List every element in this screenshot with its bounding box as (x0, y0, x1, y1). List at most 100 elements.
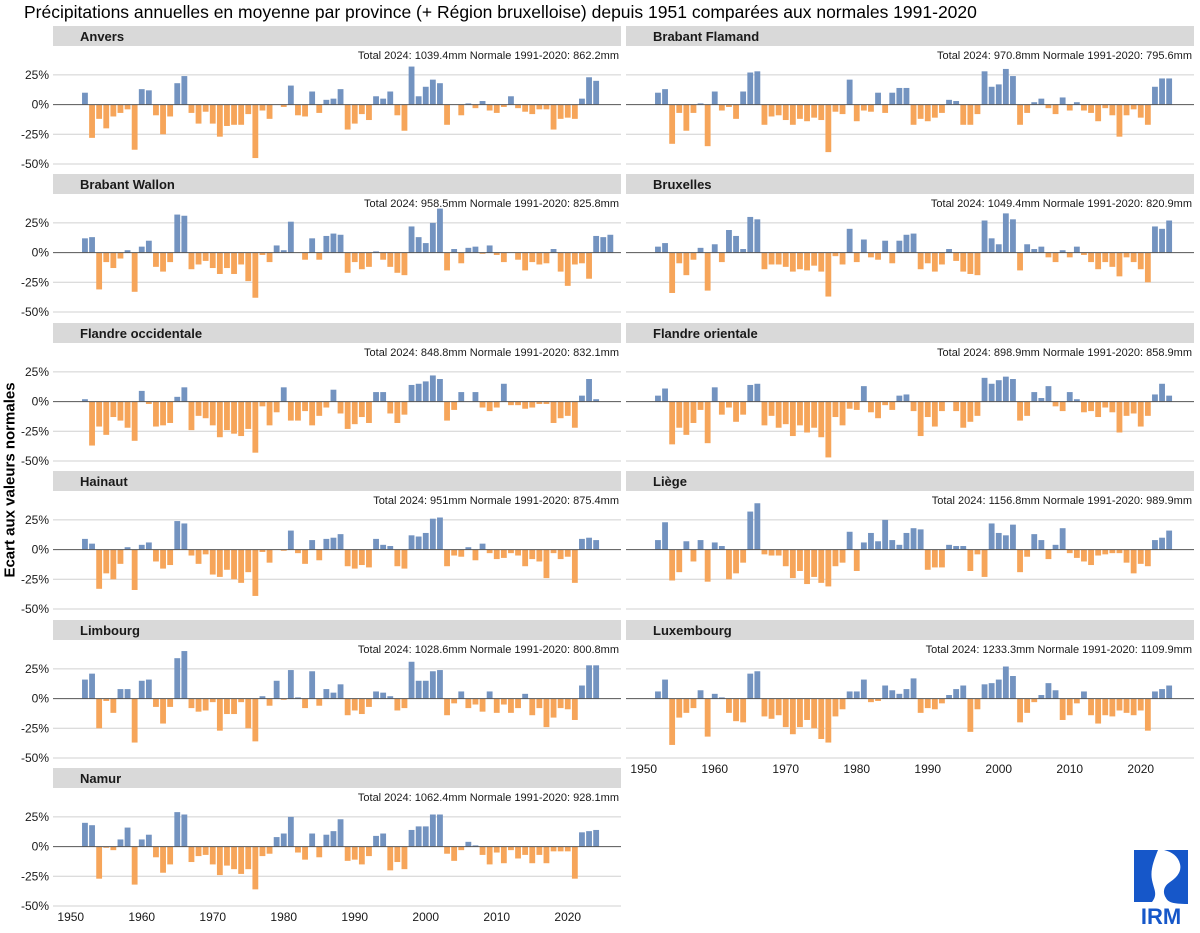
bar (536, 252, 543, 265)
bar (437, 670, 443, 699)
bar (550, 104, 557, 130)
y-tick-label: 0% (32, 543, 50, 557)
bar (1081, 691, 1087, 699)
bar (564, 104, 571, 118)
panel-note: Total 2024: 970.8mm Normale 1991-2020: 7… (937, 50, 1192, 62)
bar (974, 104, 981, 115)
bar (536, 104, 543, 110)
bar (422, 532, 429, 550)
y-tick-label: -50% (21, 454, 49, 468)
bar (917, 401, 924, 437)
bar (238, 698, 245, 703)
bar (726, 698, 732, 713)
bar (586, 77, 592, 105)
bar (82, 92, 88, 105)
panel-strip (626, 174, 1194, 194)
bar (655, 395, 661, 402)
bar (266, 252, 273, 263)
bar (868, 698, 874, 703)
bar (846, 401, 853, 409)
bar (789, 549, 796, 579)
bar (515, 549, 521, 556)
bar (273, 245, 280, 253)
bar (330, 831, 337, 847)
bar (500, 846, 507, 864)
bar (103, 846, 110, 848)
y-tick-label: 25% (25, 662, 49, 676)
bar (839, 549, 846, 563)
bar (683, 252, 690, 276)
bar (564, 549, 571, 557)
bar (259, 401, 266, 407)
bar (939, 104, 945, 113)
bar (231, 252, 237, 274)
bar (437, 83, 443, 105)
bar (472, 549, 479, 561)
bar (804, 401, 810, 433)
bar (896, 240, 903, 253)
bar (323, 99, 330, 105)
bar (1002, 666, 1009, 699)
bar (832, 401, 839, 418)
bar (167, 549, 174, 566)
bar (472, 698, 479, 705)
bar (733, 104, 739, 119)
bar (711, 387, 718, 402)
bar (188, 252, 195, 270)
bar (960, 401, 967, 428)
bar (825, 252, 832, 297)
bar (607, 234, 614, 253)
bar (846, 228, 853, 253)
bar (740, 91, 747, 105)
bar (323, 689, 330, 699)
bar (522, 549, 529, 567)
bar (387, 696, 394, 699)
bar (209, 104, 216, 124)
bar (1038, 98, 1045, 105)
bar (117, 401, 124, 421)
bar (472, 104, 479, 109)
bar (238, 846, 245, 874)
bar (145, 240, 152, 253)
bar (917, 529, 924, 550)
bar (1059, 528, 1066, 550)
bar (579, 252, 585, 264)
bar (465, 103, 472, 105)
bar (889, 540, 896, 550)
bar (188, 104, 195, 113)
bar (718, 697, 725, 699)
bar (939, 549, 945, 568)
bar (683, 104, 690, 131)
bar (202, 252, 209, 261)
x-tick-label: 1990 (914, 762, 941, 776)
bar (500, 698, 507, 705)
bar (380, 98, 387, 105)
bar (910, 104, 917, 125)
bar (252, 698, 259, 742)
bar (683, 541, 690, 550)
bar (309, 671, 316, 699)
bar (1144, 698, 1151, 731)
bar (924, 104, 931, 122)
bar (579, 538, 585, 550)
bar (458, 846, 465, 851)
bar (216, 401, 223, 438)
bar (358, 549, 365, 566)
bar (429, 375, 436, 402)
bar (924, 401, 931, 418)
bar (358, 401, 365, 418)
bar (543, 104, 550, 110)
bar (1088, 401, 1094, 412)
bar (465, 547, 472, 550)
bar (1010, 76, 1016, 105)
bar (344, 104, 351, 130)
bar (458, 252, 465, 264)
bar (266, 549, 273, 563)
bar (259, 104, 266, 111)
bar (733, 698, 739, 722)
bar (422, 86, 429, 105)
bar (804, 252, 810, 271)
bar (124, 689, 131, 699)
bar (82, 238, 88, 253)
bar (273, 401, 280, 413)
